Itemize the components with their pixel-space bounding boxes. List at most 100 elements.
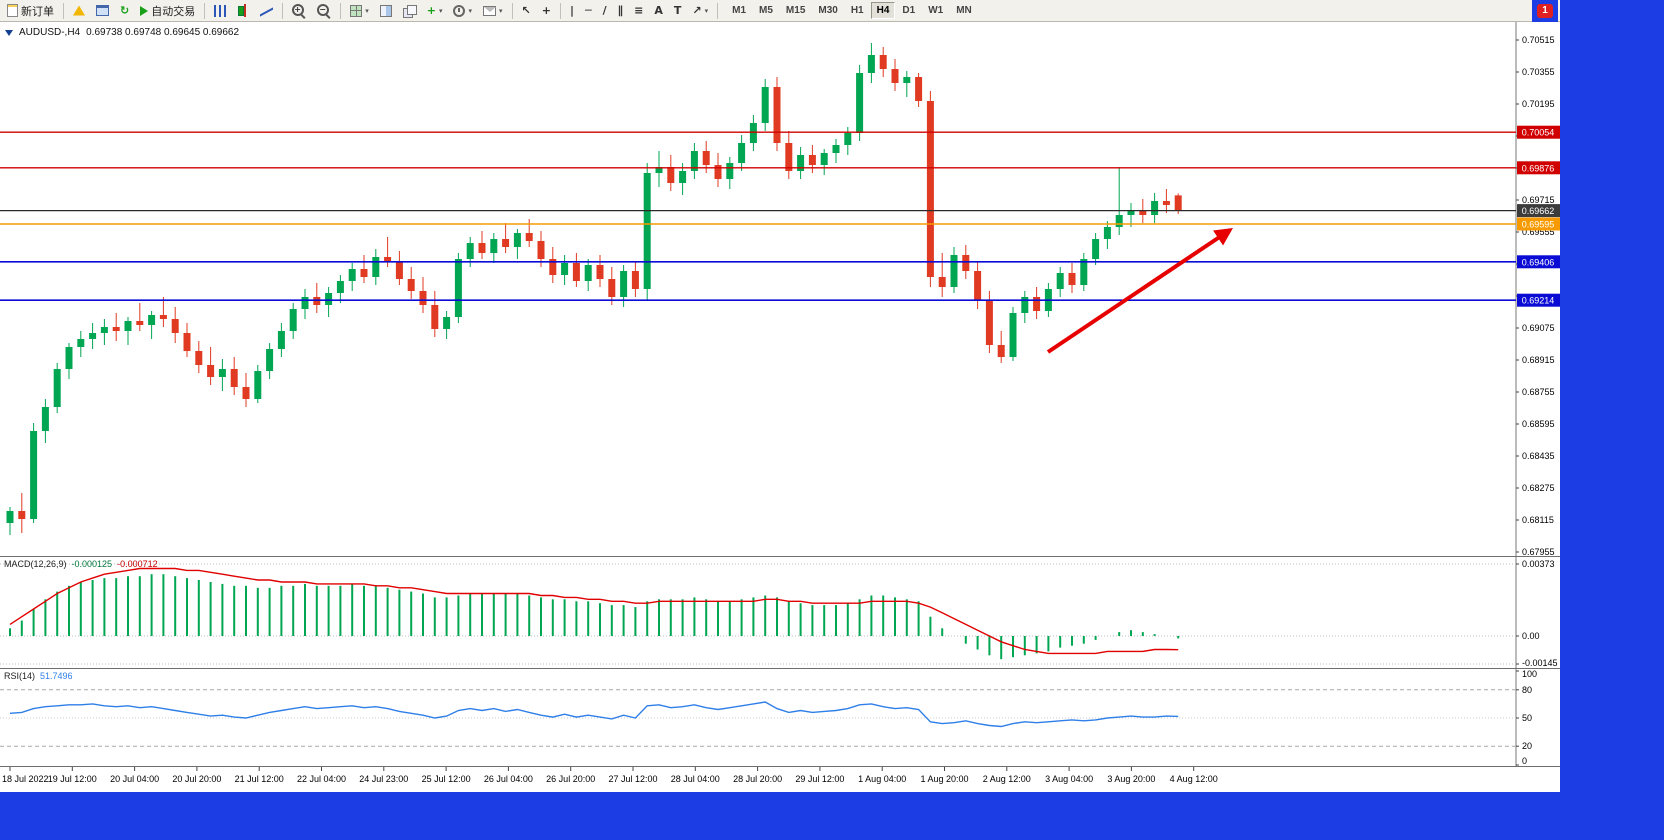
rsi-axis-label: 50 <box>1522 713 1532 723</box>
label-tool-button[interactable]: T <box>669 1 687 21</box>
dropdown-caret-icon: ▾ <box>438 6 443 15</box>
time-axis-label: 27 Jul 12:00 <box>608 774 657 784</box>
candle <box>301 297 309 309</box>
fibonacci-button[interactable]: ≡ <box>629 1 648 21</box>
bar-chart-button[interactable] <box>209 1 231 21</box>
candle <box>596 265 604 279</box>
candle <box>419 291 427 305</box>
macd-axis-label: -0.00145 <box>1522 658 1558 668</box>
price-axis-label: 0.68755 <box>1522 387 1555 397</box>
price-chart-canvas[interactable]: 0.70515 0.70355 0.70195 0.69715 0.69555 0.690… <box>0 22 1560 556</box>
candle <box>749 123 757 143</box>
templates-button[interactable]: ▾ <box>478 1 508 21</box>
toolbar-separator <box>204 2 206 19</box>
cascade-windows-button[interactable] <box>398 1 421 21</box>
tf-button-w1[interactable]: W1 <box>922 2 949 19</box>
candle <box>643 173 651 289</box>
candle <box>950 255 958 287</box>
horizontal-line-button[interactable]: ─ <box>580 1 597 21</box>
chart-menu-icon[interactable] <box>5 29 13 36</box>
tf-button-h1[interactable]: H1 <box>845 2 870 19</box>
main-toolbar: 新订单 ↻ 自动交易 + − ▾ + ▾ ▾ ▾ ↖ <box>0 0 1560 22</box>
tf-button-m1[interactable]: M1 <box>726 2 752 19</box>
profiles-button[interactable] <box>68 1 90 21</box>
time-axis-label: 26 Jul 04:00 <box>484 774 533 784</box>
dropdown-caret-icon: ▾ <box>704 6 709 15</box>
time-axis-label: 1 Aug 04:00 <box>858 774 906 784</box>
candle <box>820 153 828 165</box>
dropdown-caret-icon: ▾ <box>468 6 472 15</box>
tile-windows-button[interactable] <box>375 1 397 21</box>
line-chart-button[interactable] <box>255 1 278 21</box>
toolbar-separator <box>559 2 561 19</box>
time-axis-label: 18 Jul 2022 <box>2 774 49 784</box>
vertical-line-button[interactable]: | <box>565 1 579 21</box>
candle <box>620 271 628 297</box>
candle <box>100 327 108 333</box>
tf-button-m15[interactable]: M15 <box>780 2 811 19</box>
candle <box>171 319 179 333</box>
shapes-button[interactable]: ↗ ▾ <box>687 1 713 21</box>
candle <box>207 365 215 377</box>
mt4-window: 新订单 ↻ 自动交易 + − ▾ + ▾ ▾ ▾ ↖ <box>0 0 1560 792</box>
timeframe-toolbar: M1 M5 M15 M30 H1 H4 D1 W1 MN <box>726 2 978 19</box>
text-tool-button[interactable]: A <box>649 1 668 21</box>
periods-button[interactable]: ▾ <box>448 1 477 21</box>
candle <box>985 301 993 345</box>
macd-signal-value: -0.000712 <box>117 559 158 569</box>
autotrading-button[interactable]: 自动交易 <box>135 1 200 21</box>
candle <box>124 321 132 331</box>
candle <box>584 265 592 281</box>
zoom-in-button[interactable]: + <box>287 1 311 21</box>
candle <box>218 369 226 377</box>
tf-button-mn[interactable]: MN <box>950 2 978 19</box>
zoom-out-button[interactable]: − <box>312 1 336 21</box>
candle <box>230 369 238 387</box>
candle-chart-button[interactable] <box>232 1 254 21</box>
channel-button[interactable]: ∥ <box>613 1 629 21</box>
price-axis-label: 0.68595 <box>1522 419 1555 429</box>
tf-button-d1[interactable]: D1 <box>896 2 921 19</box>
cascade-windows-icon <box>402 4 417 18</box>
new-order-label: 新订单 <box>21 5 54 18</box>
price-pane[interactable]: 0.70515 0.70355 0.70195 0.69715 0.69555 0.690… <box>0 22 1560 556</box>
time-axis-label: 28 Jul 20:00 <box>733 774 782 784</box>
new-chart-button[interactable]: ▾ <box>345 1 374 21</box>
cursor-button[interactable]: ↖ <box>517 1 536 21</box>
svg-text:0.70054: 0.70054 <box>1522 128 1555 138</box>
macd-axis-label: 0.00373 <box>1522 559 1555 569</box>
candle <box>915 77 923 101</box>
macd-pane[interactable]: 0.00373 0.00 -0.00145 MACD(12,26,9) -0.000… <box>0 556 1560 668</box>
trendline-button[interactable]: / <box>598 1 612 21</box>
candle <box>1021 297 1029 313</box>
rsi-canvas[interactable]: 100 80 50 20 0 <box>0 669 1560 766</box>
candle <box>891 69 899 83</box>
indicators-button[interactable]: + ▾ <box>422 1 448 21</box>
notification-badge[interactable]: 1 <box>1537 3 1553 18</box>
time-axis-canvas[interactable]: 18 Jul 2022 19 Jul 12:00 20 Jul 04:00 20 Ju… <box>0 767 1560 792</box>
time-axis-label: 1 Aug 20:00 <box>920 774 968 784</box>
shapes-icon: ↗ <box>692 4 702 17</box>
charts-button[interactable] <box>91 1 114 21</box>
candle <box>537 241 545 259</box>
crosshair-button[interactable]: + <box>537 1 556 21</box>
new-order-button[interactable]: 新订单 <box>2 1 59 21</box>
zoom-out-icon: − <box>317 3 331 18</box>
tf-button-h4[interactable]: H4 <box>870 2 896 19</box>
candle <box>148 315 156 325</box>
candle <box>159 315 167 319</box>
dropdown-caret-icon: ▾ <box>498 6 503 15</box>
tf-button-m30[interactable]: M30 <box>812 2 843 19</box>
macd-canvas[interactable]: 0.00373 0.00 -0.00145 <box>0 557 1560 668</box>
candle <box>136 321 144 325</box>
toolbar-separator <box>511 2 513 19</box>
label-tool-icon: T <box>673 4 682 17</box>
rsi-pane[interactable]: 100 80 50 20 0 RSI(14) 51.7496 <box>0 668 1560 766</box>
refresh-button[interactable]: ↻ <box>115 1 134 21</box>
time-axis[interactable]: 18 Jul 2022 19 Jul 12:00 20 Jul 04:00 20 Ju… <box>0 766 1560 792</box>
trend-arrow[interactable] <box>1046 227 1233 354</box>
tf-button-m5[interactable]: M5 <box>753 2 779 19</box>
time-axis-label: 20 Jul 20:00 <box>172 774 221 784</box>
time-axis-label: 28 Jul 04:00 <box>671 774 720 784</box>
price-badge <box>1517 293 1560 307</box>
